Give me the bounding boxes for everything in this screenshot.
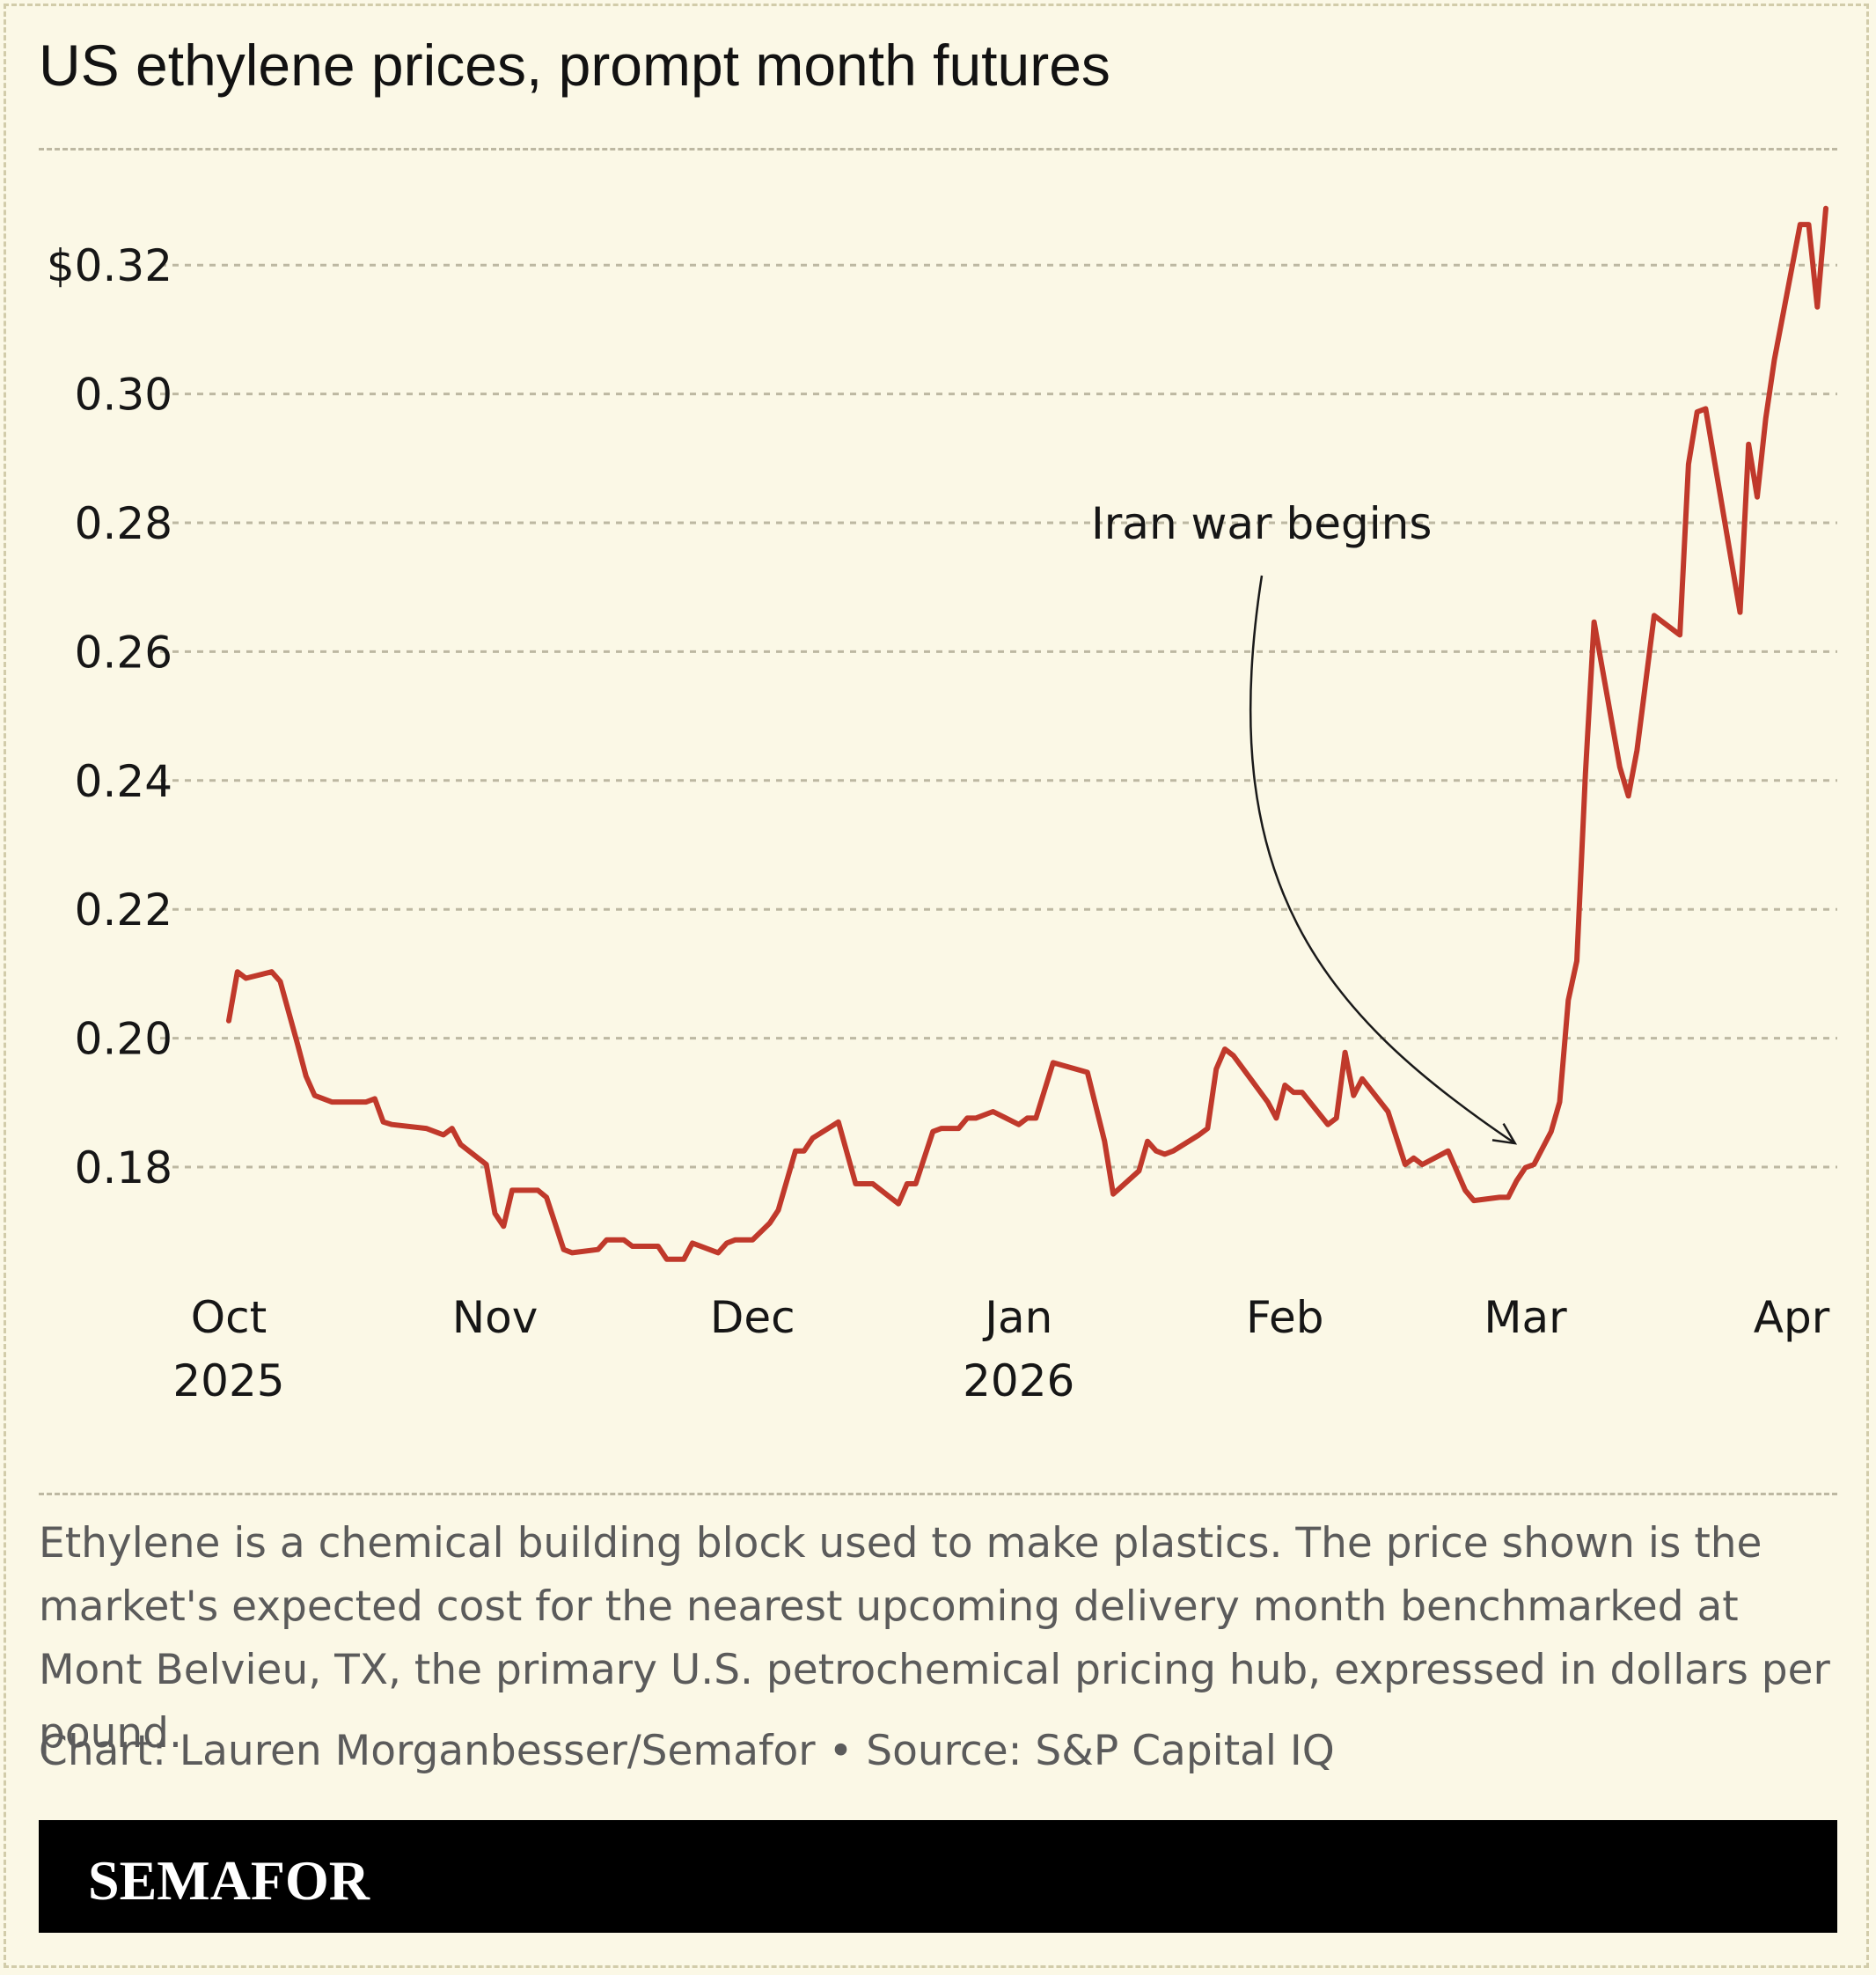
price-series-line [226,205,1828,1262]
title-divider [39,148,1837,151]
x-tick-year-label: 2026 [963,1355,1074,1406]
x-tick-label: Nov [452,1292,539,1343]
y-tick-label: 0.28 [75,498,172,549]
caption-divider [39,1493,1837,1495]
chart-frame [4,4,1869,1968]
chart-credit: Chart: Lauren Morganbesser/Semafor • Sou… [39,1727,1335,1775]
footer-bar: SEMAFOR [39,1820,1837,1933]
y-tick-label: 0.26 [75,627,172,678]
annotation-arrow [1249,575,1516,1145]
grid-lines [160,263,1837,1169]
x-tick-label: Feb [1246,1292,1324,1343]
x-tick-label: Oct [191,1292,267,1343]
annotation-label: Iran war begins [1091,498,1432,549]
x-tick-label: Jan [982,1292,1052,1343]
line-chart: 0.18 0.20 0.22 0.24 0.26 0.28 0.30 $0.32 Oct 202… [47,205,1837,1406]
y-tick-label: 0.20 [75,1014,172,1065]
semafor-logo: SEMAFOR [88,1849,370,1912]
x-tick-label: Apr [1754,1292,1830,1343]
series-layer [226,205,1828,1262]
chart-title: US ethylene prices, prompt month futures [39,33,1110,98]
y-tick-label: 0.22 [75,885,172,936]
annotation-arrowhead [1491,1122,1518,1145]
y-tick-label: 0.30 [75,370,172,421]
x-axis-ticks: Oct 2025 Nov Dec Jan 2026 Feb Mar Apr [172,1292,1829,1406]
y-tick-label: $0.32 [47,240,172,291]
x-tick-year-label: 2025 [172,1355,284,1406]
x-tick-label: Dec [710,1292,795,1343]
y-axis-ticks: 0.18 0.20 0.22 0.24 0.26 0.28 0.30 $0.32 [47,240,172,1193]
x-tick-label: Mar [1484,1292,1567,1343]
y-tick-label: 0.24 [75,756,172,807]
chart-caption: Ethylene is a chemical building block us… [39,1519,1830,1758]
annotation-layer: Iran war begins [1091,498,1518,1145]
y-tick-label: 0.18 [75,1142,172,1193]
